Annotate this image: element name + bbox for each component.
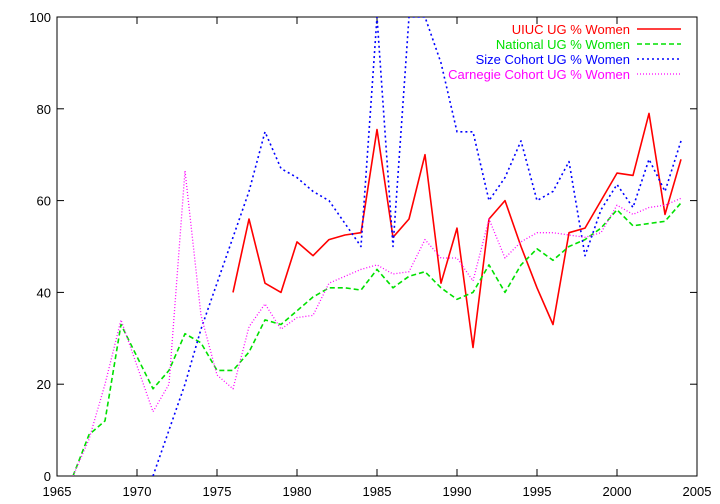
series-line-1 [232,112,682,349]
legend-label-2: National UG % Women [496,37,630,52]
legend-label-4: Carnegie Cohort UG % Women [448,67,630,82]
y-tick-label: 20 [37,377,51,392]
x-tick-label: 1965 [43,484,72,499]
x-tick-label: 1985 [363,484,392,499]
plot-frame [56,16,698,477]
x-tick-label: 2000 [603,484,632,499]
y-tick-label: 100 [29,10,51,25]
series-line-4 [72,170,682,476]
axes: 1965 1970 1975 1980 1985 1990 1995 2000 2005 0 20 4… [29,10,711,499]
x-tick-label: 1990 [443,484,472,499]
x-tick-label: 1970 [123,484,152,499]
series-layer [72,17,682,476]
y-tick-label: 60 [37,194,51,209]
x-tick-label: 1995 [523,484,552,499]
x-tick-label: 1975 [203,484,232,499]
legend-label-1: UIUC UG % Women [512,22,630,37]
series-line-3 [152,17,682,476]
series-line-2 [72,202,682,476]
x-tick-label: 1980 [283,484,312,499]
y-tick-label: 40 [37,285,51,300]
x-tick-label: 2005 [683,484,712,499]
y-tick-label: 0 [44,469,51,484]
y-tick-label: 80 [37,102,51,117]
legend-label-3: Size Cohort UG % Women [476,52,630,67]
